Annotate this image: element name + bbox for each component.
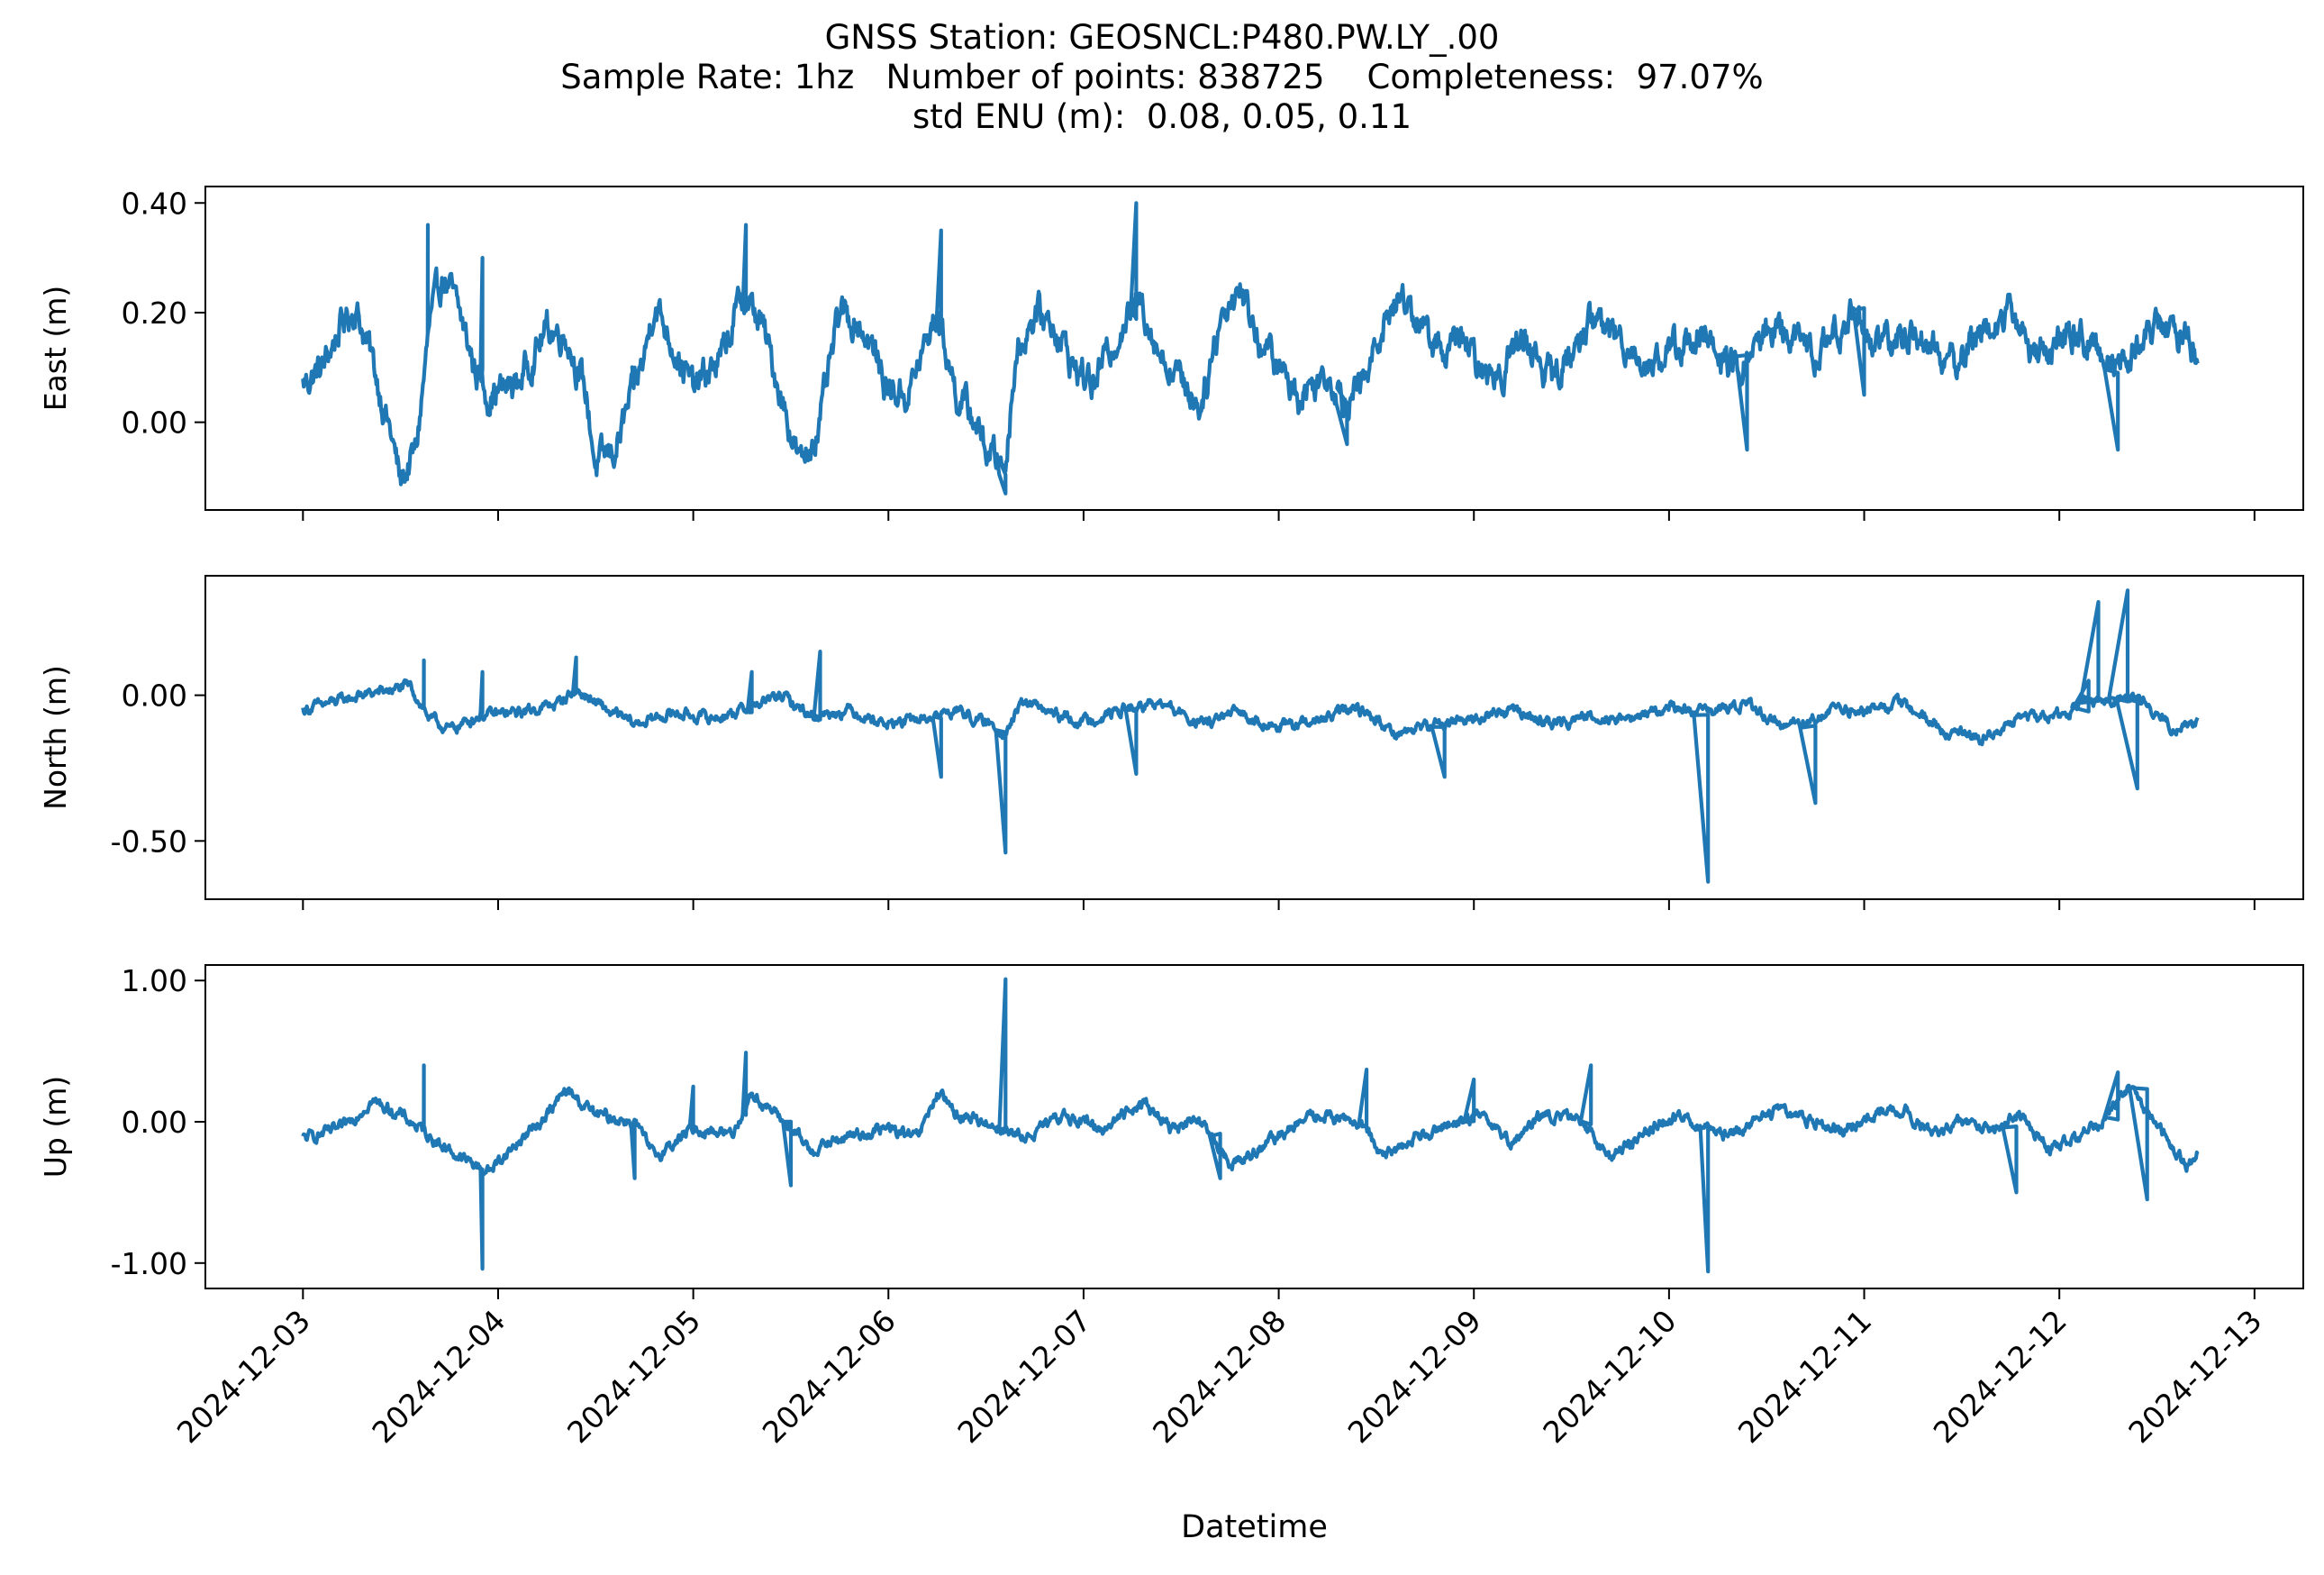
chart-title-line-3: std ENU (m): 0.08, 0.05, 0.11 xyxy=(912,97,1412,136)
chart-title-line-2: Sample Rate: 1hz Number of points: 83872… xyxy=(560,58,1764,96)
east-ytick-label: 0.00 xyxy=(122,405,187,441)
xtick-label: 2024-12-13 xyxy=(2121,1303,2268,1450)
xtick-label: 2024-12-05 xyxy=(560,1303,707,1450)
up-ytick-label: -1.00 xyxy=(111,1246,187,1281)
north-series-line xyxy=(301,588,2200,884)
chart-title-line-1: GNSS Station: GEOSNCL:P480.PW.LY_.00 xyxy=(824,18,1500,57)
east-ytick-label: 0.40 xyxy=(122,186,187,221)
xtick-label: 2024-12-06 xyxy=(756,1303,903,1450)
xtick-label: 2024-12-11 xyxy=(1731,1303,1878,1450)
up-series-line xyxy=(301,977,2200,1274)
up-ytick-label: 1.00 xyxy=(122,963,187,998)
up-axes-frame xyxy=(204,964,2304,1289)
xtick-label: 2024-12-07 xyxy=(950,1303,1097,1450)
xtick-label: 2024-12-04 xyxy=(365,1303,512,1450)
east-axes-frame xyxy=(204,186,2304,511)
north-ylabel: North (m) xyxy=(38,665,73,810)
east-ytick-label: 0.20 xyxy=(122,296,187,331)
north-axes-frame xyxy=(204,575,2304,900)
east-ylabel: East (m) xyxy=(38,286,73,412)
xlabel: Datetime xyxy=(1181,1509,1328,1545)
up-ylabel: Up (m) xyxy=(38,1076,73,1179)
up-ytick-label: 0.00 xyxy=(122,1105,187,1140)
north-ytick-label: -0.50 xyxy=(111,824,187,859)
xtick-label: 2024-12-12 xyxy=(1927,1303,2074,1450)
xtick-label: 2024-12-03 xyxy=(170,1303,317,1450)
xtick-label: 2024-12-08 xyxy=(1146,1303,1293,1450)
xtick-label: 2024-12-09 xyxy=(1341,1303,1488,1450)
east-series-line xyxy=(301,201,2200,496)
xtick-label: 2024-12-10 xyxy=(1536,1303,1683,1450)
north-ytick-label: 0.00 xyxy=(122,678,187,714)
